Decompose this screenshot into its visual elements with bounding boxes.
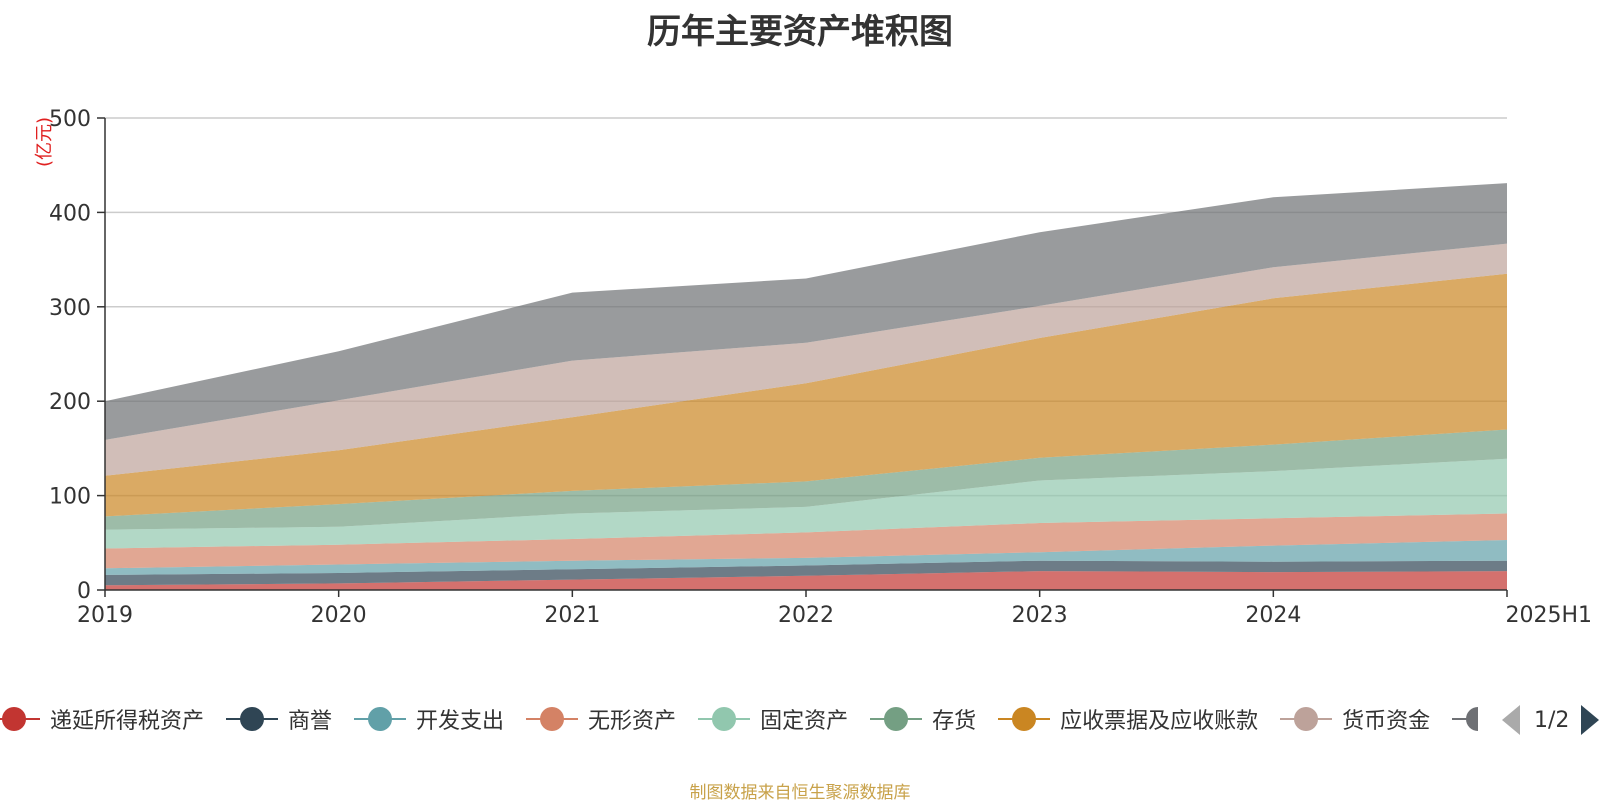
y-axis-unit-label: (亿元) (34, 117, 55, 167)
x-tick-label: 2022 (778, 603, 834, 628)
area-series (105, 183, 1507, 590)
x-tick-label: 2025H1 (1505, 603, 1592, 628)
y-tick-label: 400 (49, 201, 91, 226)
y-tick-label: 0 (77, 579, 91, 604)
legend-pager: 1/2 (1500, 704, 1600, 736)
y-tick-label: 100 (49, 485, 91, 510)
legend-label: 固定资产 (760, 709, 849, 734)
legend-label: 商誉 (288, 709, 333, 734)
chart-title: 历年主要资产堆积图 (647, 12, 953, 52)
legend-label: 递延所得税资产 (50, 709, 205, 734)
legend-item[interactable]: 商誉 (226, 702, 332, 736)
legend-item[interactable]: 其他 (1452, 702, 1478, 736)
legend-item[interactable]: 货币资金 (1280, 702, 1430, 736)
legend-label: 货币资金 (1342, 709, 1431, 734)
x-tick-label: 2023 (1012, 603, 1068, 628)
legend-item[interactable]: 应收票据及应收账款 (998, 702, 1258, 736)
chart-legend: 递延所得税资产 商誉 开发支出 无形资产 固定资产 存货 应收票据及应收账款 货币资金其他 (0, 702, 1478, 736)
x-tick-label: 2024 (1245, 603, 1301, 628)
legend-prev-page-icon[interactable] (1502, 705, 1520, 735)
legend-item[interactable]: 无形资产 (526, 702, 676, 736)
legend-page-indicator: 1/2 (1534, 707, 1570, 733)
legend-label: 无形资产 (588, 709, 677, 734)
area-series-7 (105, 243, 1507, 476)
area-series-3 (105, 513, 1507, 569)
legend-item[interactable]: 固定资产 (698, 702, 848, 736)
legend-item[interactable]: 递延所得税资产 (0, 702, 204, 736)
x-tick-label: 2019 (77, 603, 133, 628)
x-tick-label: 2021 (544, 603, 600, 628)
legend-label: 存货 (932, 709, 977, 734)
legend-next-page-icon[interactable] (1581, 705, 1600, 735)
legend-marker-icon (354, 707, 407, 731)
legend-marker-icon (0, 707, 40, 731)
y-tick-label: 300 (49, 296, 91, 321)
legend-marker-icon (1452, 707, 1478, 731)
area-series-4 (105, 458, 1507, 549)
legend-marker-icon (526, 707, 579, 731)
legend-item[interactable]: 开发支出 (354, 702, 504, 736)
axes: 0 100 200 300 400 500 2019 2020 2021 2022 2023 2024… (49, 107, 1592, 628)
legend-marker-icon (998, 707, 1051, 731)
legend-label: 开发支出 (416, 709, 505, 734)
x-tick-label: 2020 (311, 603, 367, 628)
area-series-8 (105, 183, 1507, 440)
area-series-0 (105, 571, 1507, 590)
legend-marker-icon (1280, 707, 1333, 731)
legend-label: 应收票据及应收账款 (1060, 709, 1259, 734)
area-series-5 (105, 429, 1507, 530)
area-series-2 (105, 540, 1507, 575)
area-series-1 (105, 560, 1507, 586)
source-note: 制图数据来自恒生聚源数据库 (689, 783, 911, 803)
legend-marker-icon (870, 707, 923, 731)
legend-marker-icon (226, 707, 279, 731)
area-series-6 (105, 273, 1507, 517)
y-tick-label: 500 (49, 107, 91, 132)
legend-marker-icon (698, 707, 751, 731)
y-tick-label: 200 (49, 390, 91, 415)
legend-item[interactable]: 存货 (870, 702, 976, 736)
